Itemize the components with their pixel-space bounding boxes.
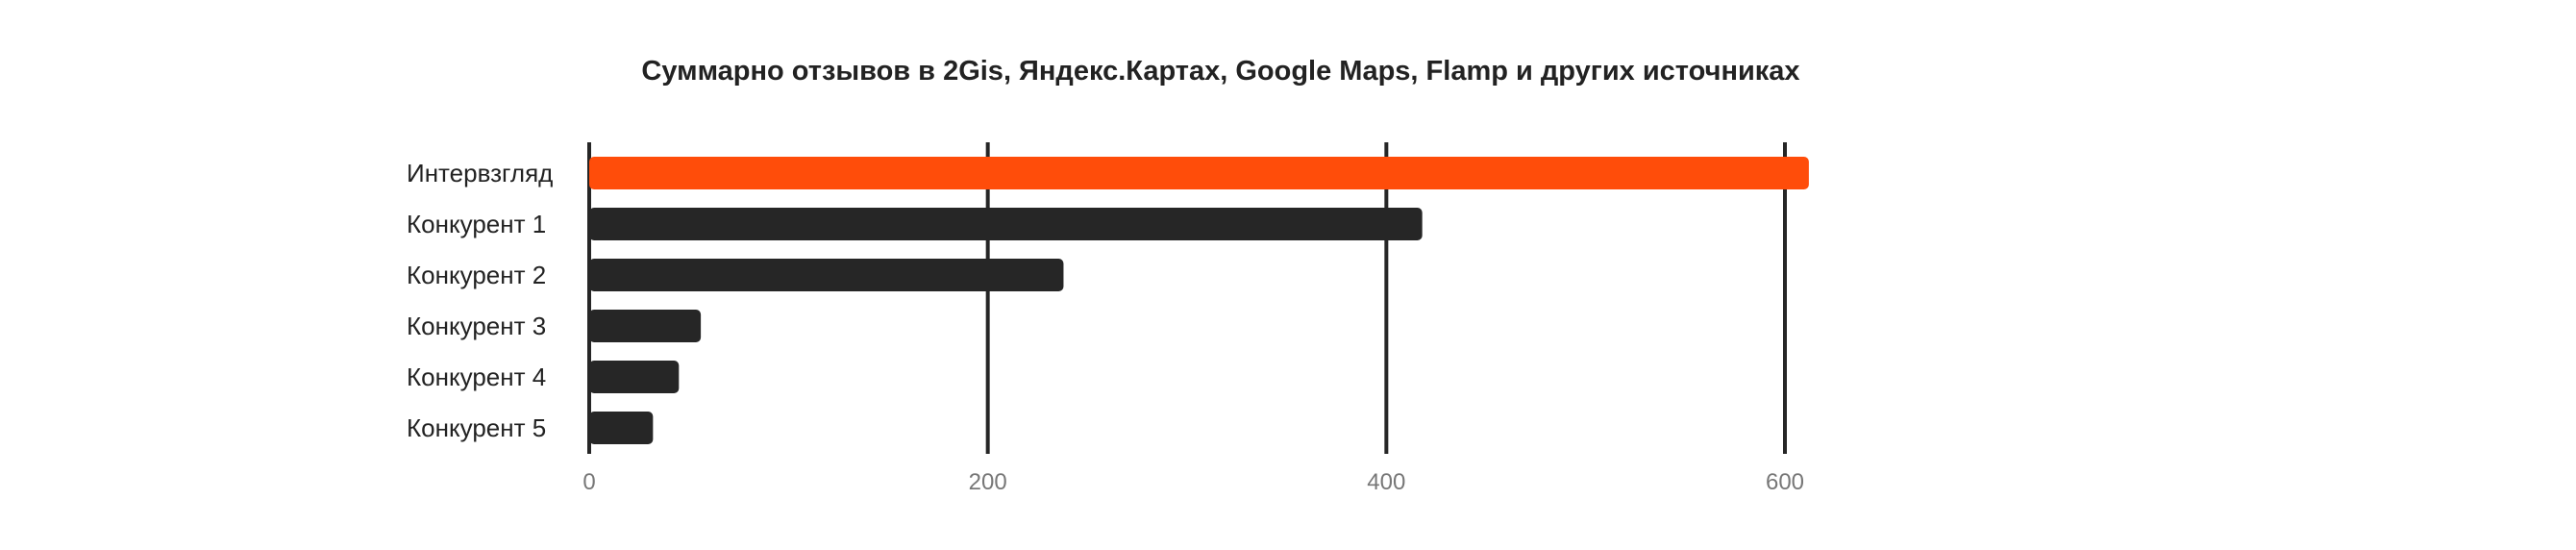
x-axis-tick-labels: 0 200 400 600 — [582, 469, 1804, 495]
category-label: Конкурент 3 — [407, 312, 546, 340]
chart-title-text: Суммарно отзывов в 2Gis, Яндекс.Картах, … — [641, 56, 1800, 87]
category-labels: Интервзгляд Конкурент 1 Конкурент 2 Конкуре… — [407, 159, 553, 442]
category-label: Интервзгляд — [407, 159, 553, 188]
category-label: Конкурент 2 — [407, 261, 546, 289]
x-tick-label: 200 — [969, 469, 1007, 495]
bar-6 — [589, 412, 654, 444]
bar-4 — [589, 310, 702, 342]
chart-title: Суммарно отзывов в 2Gis, Яндекс.Картах, … — [0, 56, 2576, 104]
category-label: Конкурент 4 — [407, 362, 546, 391]
x-tick-label: 600 — [1766, 469, 1804, 495]
bar-3 — [589, 259, 1064, 291]
x-tick-label: 0 — [582, 469, 595, 495]
grid-lines — [587, 142, 1787, 454]
bar-5 — [589, 361, 680, 393]
x-tick-label: 400 — [1367, 469, 1405, 495]
category-label: Конкурент 5 — [407, 413, 546, 442]
bar-1 — [589, 157, 1809, 189]
bar-2 — [589, 208, 1423, 240]
category-label: Конкурент 1 — [407, 210, 546, 238]
bars — [589, 157, 1809, 444]
